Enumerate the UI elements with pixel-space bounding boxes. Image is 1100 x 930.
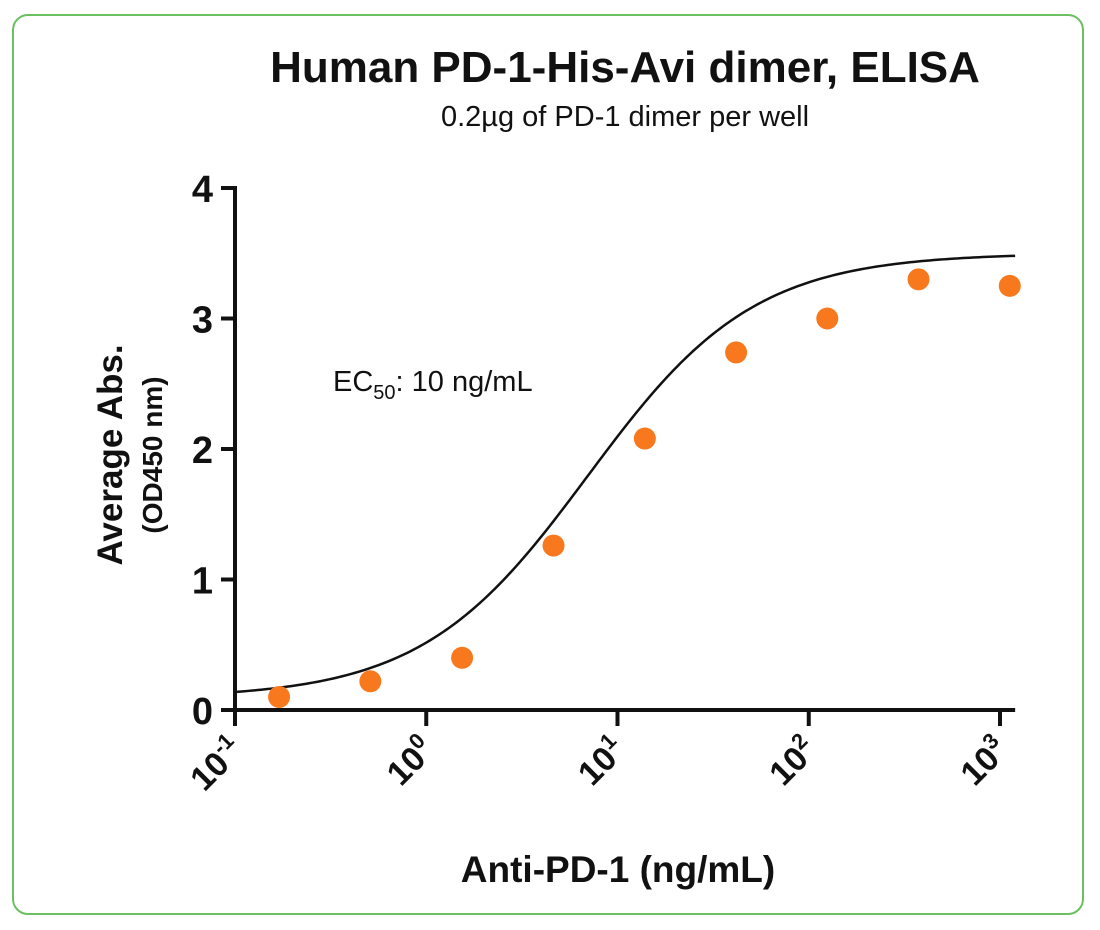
chart-subtitle: 0.2µg of PD-1 dimer per well bbox=[441, 101, 809, 133]
chart-card bbox=[12, 14, 1084, 915]
x-tick-label: 101 bbox=[568, 728, 633, 793]
y-tick-label: 0 bbox=[192, 691, 213, 733]
chart-title: Human PD-1-His-Avi dimer, ELISA bbox=[270, 43, 980, 92]
y-axis-label: Average Abs. bbox=[91, 344, 130, 565]
x-axis-label: Anti-PD-1 (ng/mL) bbox=[461, 849, 775, 890]
data-point bbox=[268, 685, 291, 708]
data-point bbox=[907, 268, 930, 291]
ec50-suffix: : 10 ng/mL bbox=[396, 366, 533, 398]
x-tick-label: 102 bbox=[759, 728, 824, 793]
x-tick-label: 103 bbox=[951, 728, 1016, 793]
y-axis-title: Average Abs. (OD450 nm) bbox=[91, 344, 168, 565]
x-tick-label-text: 103 bbox=[951, 728, 1016, 793]
data-points bbox=[268, 268, 1021, 708]
x-tick-label-text: 10-1 bbox=[180, 728, 250, 798]
data-point bbox=[633, 427, 656, 450]
x-tick-label: 10-1 bbox=[180, 728, 250, 798]
y-tick-label: 3 bbox=[192, 300, 213, 342]
x-tick-label-text: 102 bbox=[759, 728, 824, 793]
x-tick-label-text: 101 bbox=[568, 728, 633, 793]
y-tick-label: 4 bbox=[192, 169, 213, 211]
y-axis-sublabel: (OD450 nm) bbox=[137, 376, 168, 533]
fit-curve bbox=[234, 254, 1016, 694]
y-tick-label: 2 bbox=[192, 430, 213, 472]
data-point bbox=[542, 534, 565, 557]
ec50-subscript: 50 bbox=[373, 382, 395, 404]
x-tick-label-text: 100 bbox=[377, 728, 442, 793]
data-point bbox=[451, 646, 474, 669]
data-point bbox=[359, 670, 382, 693]
x-tick-label: 100 bbox=[377, 728, 442, 793]
data-point bbox=[998, 274, 1021, 297]
data-point bbox=[816, 307, 839, 330]
fit-curve-group bbox=[234, 254, 1016, 694]
data-point bbox=[725, 341, 748, 364]
ec50-annotation: EC50: 10 ng/mL bbox=[333, 366, 533, 404]
y-tick-label: 1 bbox=[192, 561, 213, 603]
ec50-prefix: EC bbox=[333, 366, 373, 398]
